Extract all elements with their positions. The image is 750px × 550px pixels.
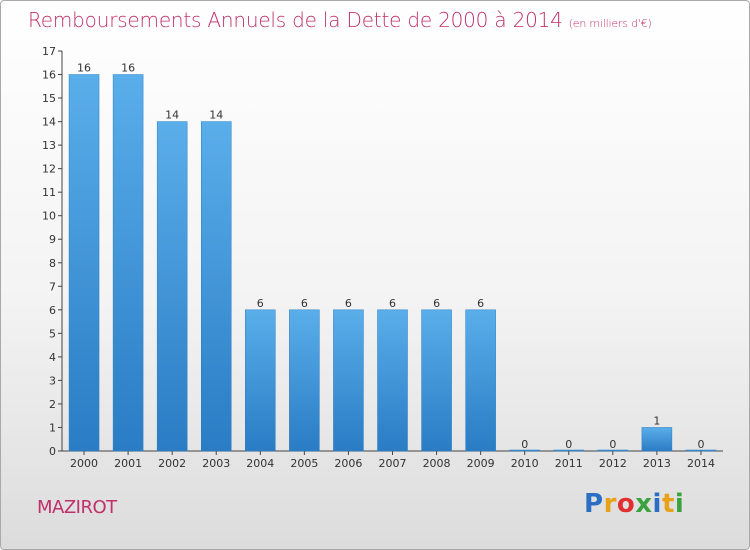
proxiti-logo: Proxiti [584,489,684,519]
bar [421,309,452,452]
chart-data-labels: 16 16 14 14 6 6 6 6 6 6 0 0 0 1 0 [77,62,704,451]
y-tick-label: 2 [49,398,56,411]
bar [68,74,100,452]
bar [245,309,276,452]
x-tick-label: 2010 [511,457,539,470]
y-tick-label: 11 [42,186,56,199]
x-tick-label: 2008 [423,457,451,470]
data-label: 16 [77,62,91,75]
chart-title: Remboursements Annuels de la Dette de 20… [28,8,652,32]
data-label: 0 [697,438,704,451]
bar [200,121,232,452]
bar [112,74,144,452]
data-label: 6 [345,297,352,310]
y-tick-label: 0 [49,445,56,458]
x-tick-label: 2011 [555,457,583,470]
y-tick-label: 7 [49,280,56,293]
data-label: 6 [301,297,308,310]
x-tick-label: 2001 [114,457,142,470]
logo-letter: t [661,489,675,519]
x-tick-label: 2012 [599,457,627,470]
y-tick-label: 17 [42,45,56,58]
chart-bars [68,74,717,452]
y-tick-label: 5 [49,327,56,340]
x-tick-label: 2006 [334,457,362,470]
bar [597,449,629,452]
data-label: 14 [165,109,179,122]
x-tick-label: 2005 [290,457,318,470]
y-tick-label: 13 [42,139,56,152]
x-tick-label: 2007 [379,457,407,470]
logo-letter: P [584,489,604,519]
data-label: 6 [433,297,440,310]
x-tick-label: 2009 [467,457,495,470]
data-label: 16 [121,62,135,75]
logo-letter: x [635,489,653,519]
x-tick-label: 2013 [643,457,671,470]
data-label: 6 [477,297,484,310]
y-tick-label: 10 [42,210,56,223]
bar [333,309,364,452]
y-tick-label: 8 [49,257,56,270]
bar [685,449,717,452]
logo-letter: i [652,489,662,519]
bar [509,449,540,452]
chart-title-text: Remboursements Annuels de la Dette de 20… [28,8,563,32]
x-tick-label: 2000 [70,457,98,470]
y-tick-label: 12 [42,163,56,176]
y-tick-label: 16 [42,69,56,82]
y-tick-label: 14 [42,116,56,129]
x-tick-label: 2002 [158,457,186,470]
x-tick-label: 2014 [687,457,715,470]
x-tick-label: 2003 [202,457,230,470]
x-tick-label: 2004 [246,457,274,470]
bar [289,309,320,452]
y-tick-label: 15 [42,92,56,105]
data-label: 1 [653,414,660,427]
data-label: 0 [609,438,616,451]
data-label: 0 [521,438,528,451]
logo-letter: o [616,489,636,519]
logo-letter: i [674,489,685,519]
logo-letter: r [603,489,617,519]
data-label: 14 [209,109,223,122]
y-tick-label: 6 [49,304,56,317]
bar [553,449,585,452]
bar [465,309,496,452]
commune-name: MAZIROT [37,497,117,518]
y-tick-label: 3 [49,374,56,387]
data-label: 0 [565,438,572,451]
bar [377,309,408,452]
y-tick-label: 9 [49,233,56,246]
data-label: 6 [389,297,396,310]
data-label: 6 [257,297,264,310]
y-tick-label: 4 [49,351,56,364]
bar [641,427,673,452]
chart-subtitle: (en milliers d'€) [568,17,652,30]
bar [156,121,188,452]
y-tick-label: 1 [49,421,56,434]
